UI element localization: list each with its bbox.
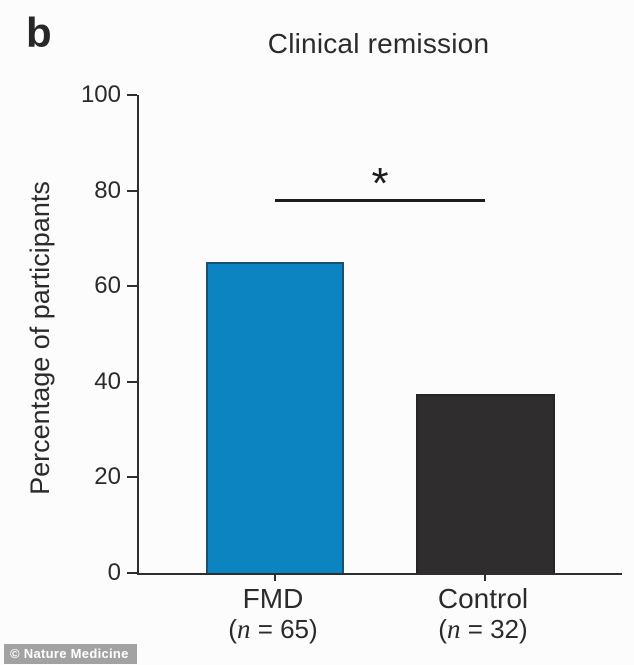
bar-control [415, 393, 555, 573]
y-tick-label: 20 [94, 463, 121, 491]
x-category-label-fmd: FMD (n = 65) [173, 583, 373, 645]
significance-asterisk: * [371, 159, 389, 209]
x-tick-mark [274, 573, 276, 581]
plot-area: 0 20 40 60 80 100 * [81, 83, 622, 585]
category-n-label: (n = 65) [228, 614, 318, 644]
y-tick-label: 100 [80, 81, 121, 108]
x-tick-mark [484, 573, 486, 581]
chart-title: Clinical remission [267, 28, 490, 59]
y-tick-mark [127, 189, 137, 192]
y-tick-mark [127, 285, 137, 288]
watermark: © Nature Medicine [4, 644, 137, 664]
y-tick-mark [127, 572, 137, 574]
panel-label: b [26, 9, 52, 56]
category-name: FMD [242, 583, 304, 614]
category-n-label: (n = 32) [438, 614, 528, 644]
bar-fmd [206, 262, 344, 573]
category-name: Control [437, 583, 529, 614]
y-tick-label: 0 [107, 559, 121, 586]
y-tick-mark [127, 476, 137, 479]
y-tick-label: 80 [94, 176, 121, 204]
y-tick-label: 60 [94, 272, 121, 300]
y-tick-mark [127, 94, 137, 96]
y-tick-mark [127, 380, 137, 383]
significance-line [275, 198, 485, 202]
y-axis-label: Percentage of participants [25, 181, 55, 495]
y-tick-label: 40 [94, 367, 121, 395]
x-category-label-control: Control (n = 32) [383, 583, 583, 645]
